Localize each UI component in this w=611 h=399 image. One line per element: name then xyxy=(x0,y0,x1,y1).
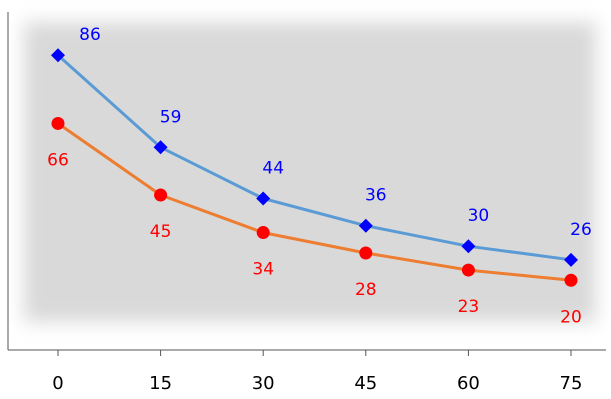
series-2-line xyxy=(57,122,572,282)
series-2-data-label: 28 xyxy=(355,280,377,300)
x-tick-label: 75 xyxy=(560,373,583,394)
series-2-data-label: 34 xyxy=(252,260,274,280)
series-2-circle-marker xyxy=(461,263,475,277)
series-1-data-label: 30 xyxy=(468,206,490,226)
series-1-diamond-marker xyxy=(358,218,373,233)
series-1-diamond-marker xyxy=(153,140,168,155)
series-1-data-label: 26 xyxy=(570,220,592,240)
series-1-data-label: 86 xyxy=(79,25,101,45)
series-2-data-label: 23 xyxy=(458,297,480,317)
series-2-data-label: 45 xyxy=(150,222,172,242)
series-2-circle-marker xyxy=(256,226,270,240)
x-tick-label: 15 xyxy=(149,373,172,394)
series-1-diamond-marker xyxy=(51,48,65,63)
x-tick-label: 30 xyxy=(252,373,275,394)
x-tick-label: 45 xyxy=(354,373,377,394)
series-1-line xyxy=(56,54,572,262)
series-2-circle-marker xyxy=(51,116,65,130)
series-1-diamond-marker xyxy=(461,239,476,254)
series-2-data-label: 20 xyxy=(560,307,582,327)
series-2-circle-marker xyxy=(564,273,578,287)
series-1-data-label: 36 xyxy=(365,186,387,206)
series-1-diamond-marker xyxy=(256,191,271,206)
series-1-data-label: 44 xyxy=(262,158,284,178)
x-tick-label: 0 xyxy=(52,373,63,394)
series-2-circle-marker xyxy=(359,246,373,260)
x-tick-label: 60 xyxy=(457,373,480,394)
series-1-diamond-marker xyxy=(564,252,578,267)
series-2-data-label: 66 xyxy=(47,150,69,170)
series-2-circle-marker xyxy=(154,188,168,202)
series-1-data-label: 59 xyxy=(160,107,182,127)
plot-area-background xyxy=(24,22,596,322)
